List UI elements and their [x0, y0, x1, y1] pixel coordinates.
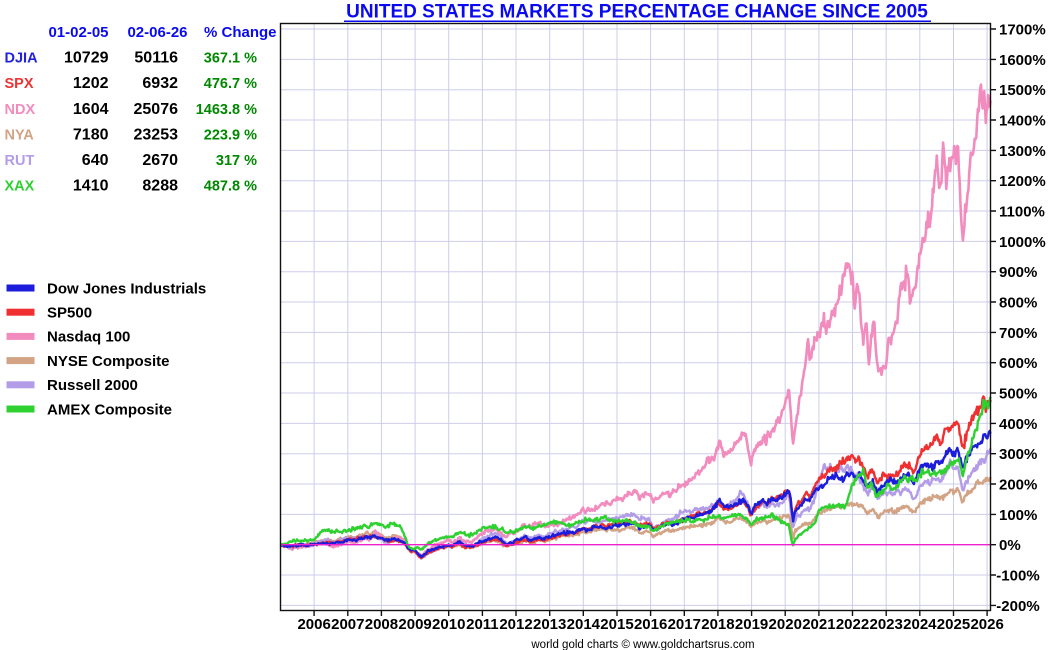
svg-text:367.1 %: 367.1 % [204, 51, 257, 67]
svg-text:1600%: 1600% [999, 52, 1046, 69]
svg-text:1000%: 1000% [999, 234, 1046, 251]
svg-text:SPX: SPX [5, 76, 34, 92]
svg-text:23253: 23253 [134, 126, 179, 143]
svg-text:900%: 900% [999, 264, 1037, 281]
svg-text:Russell 2000: Russell 2000 [47, 377, 138, 394]
svg-text:800%: 800% [999, 294, 1037, 311]
svg-text:1400%: 1400% [999, 112, 1046, 129]
svg-text:2015: 2015 [600, 616, 633, 633]
svg-text:100%: 100% [999, 507, 1037, 524]
svg-text:0%: 0% [999, 537, 1021, 554]
svg-text:1300%: 1300% [999, 143, 1046, 160]
svg-text:700%: 700% [999, 325, 1037, 342]
svg-text:2023: 2023 [869, 616, 902, 633]
svg-text:1200%: 1200% [999, 173, 1046, 190]
svg-text:2010: 2010 [432, 616, 465, 633]
svg-text:2011: 2011 [466, 616, 499, 633]
svg-text:-200%: -200% [996, 598, 1039, 615]
svg-text:2012: 2012 [499, 616, 532, 633]
svg-text:world gold charts © www.goldch: world gold charts © www.goldchartsrus.co… [530, 639, 754, 650]
svg-text:02-06-26: 02-06-26 [127, 24, 187, 41]
svg-text:2007: 2007 [331, 616, 364, 633]
svg-text:1202: 1202 [73, 75, 109, 92]
svg-text:2016: 2016 [634, 616, 667, 633]
svg-text:223.9 %: 223.9 % [204, 127, 257, 143]
svg-text:487.8 %: 487.8 % [204, 179, 257, 195]
svg-text:1500%: 1500% [999, 82, 1046, 99]
svg-text:NYA: NYA [5, 127, 35, 143]
svg-text:AMEX Composite: AMEX Composite [47, 401, 172, 418]
svg-text:XAX: XAX [5, 179, 35, 195]
svg-text:8288: 8288 [142, 178, 178, 195]
svg-text:2006: 2006 [297, 616, 330, 633]
svg-text:317 %: 317 % [216, 153, 257, 169]
svg-text:500%: 500% [999, 385, 1037, 402]
svg-text:1700%: 1700% [999, 21, 1046, 38]
svg-text:640: 640 [82, 152, 109, 169]
svg-text:200%: 200% [999, 476, 1037, 493]
svg-text:2014: 2014 [567, 616, 601, 633]
svg-text:% Change: % Change [204, 24, 277, 41]
svg-text:Dow Jones Industrials: Dow Jones Industrials [47, 280, 206, 297]
svg-text:1604: 1604 [73, 101, 109, 118]
svg-text:SP500: SP500 [47, 305, 92, 322]
svg-text:NYSE Composite: NYSE Composite [47, 353, 170, 370]
svg-text:2019: 2019 [735, 616, 768, 633]
svg-text:UNITED STATES MARKETS PERCENTA: UNITED STATES MARKETS PERCENTAGE CHANGE … [346, 2, 928, 23]
svg-text:1100%: 1100% [999, 203, 1045, 220]
svg-text:2020: 2020 [769, 616, 802, 633]
svg-text:2025: 2025 [937, 616, 970, 633]
svg-text:6932: 6932 [142, 75, 178, 92]
svg-text:300%: 300% [999, 446, 1037, 463]
svg-text:2013: 2013 [533, 616, 566, 633]
svg-text:7180: 7180 [73, 126, 109, 143]
svg-text:2026: 2026 [970, 616, 1003, 633]
svg-text:2021: 2021 [802, 616, 835, 633]
svg-text:25076: 25076 [134, 101, 179, 118]
svg-text:2017: 2017 [668, 616, 701, 633]
svg-text:10729: 10729 [64, 50, 109, 67]
svg-text:RUT: RUT [5, 153, 35, 169]
svg-text:400%: 400% [999, 416, 1037, 433]
svg-text:2018: 2018 [701, 616, 734, 633]
svg-text:1463.8 %: 1463.8 % [196, 102, 257, 118]
svg-text:50116: 50116 [134, 50, 178, 67]
svg-text:Nasdaq 100: Nasdaq 100 [47, 329, 130, 346]
svg-text:476.7 %: 476.7 % [204, 76, 257, 92]
svg-text:2024: 2024 [903, 616, 937, 633]
svg-text:01-02-05: 01-02-05 [48, 24, 108, 41]
svg-text:2009: 2009 [398, 616, 431, 633]
svg-text:NDX: NDX [5, 102, 36, 118]
svg-text:2670: 2670 [142, 152, 178, 169]
svg-text:600%: 600% [999, 355, 1037, 372]
svg-text:1410: 1410 [73, 178, 109, 195]
svg-text:-100%: -100% [996, 567, 1039, 584]
svg-text:DJIA: DJIA [5, 51, 39, 67]
svg-text:2008: 2008 [365, 616, 398, 633]
svg-text:2022: 2022 [836, 616, 869, 633]
